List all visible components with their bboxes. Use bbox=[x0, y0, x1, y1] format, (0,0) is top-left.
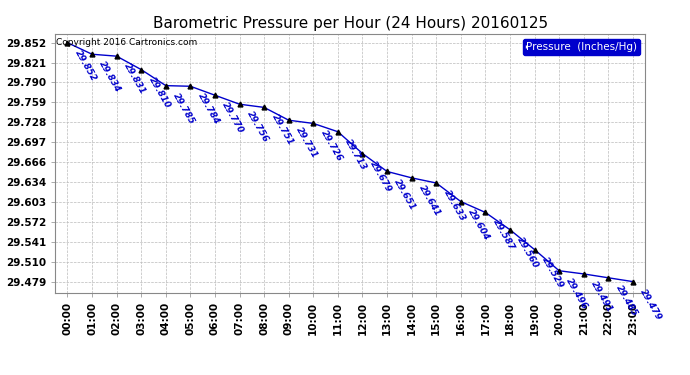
Text: 29.587: 29.587 bbox=[491, 218, 516, 252]
Text: 29.785: 29.785 bbox=[171, 91, 197, 126]
Text: 29.560: 29.560 bbox=[515, 235, 541, 270]
Text: 29.834: 29.834 bbox=[97, 60, 123, 94]
Text: 29.529: 29.529 bbox=[540, 255, 565, 290]
Text: 29.604: 29.604 bbox=[466, 207, 491, 242]
Text: 29.485: 29.485 bbox=[614, 284, 639, 318]
Text: 29.496: 29.496 bbox=[564, 276, 590, 311]
Text: 29.831: 29.831 bbox=[122, 62, 148, 96]
Text: 29.651: 29.651 bbox=[393, 177, 417, 212]
Text: 29.491: 29.491 bbox=[589, 279, 614, 314]
Text: 29.784: 29.784 bbox=[196, 92, 221, 126]
Text: 29.713: 29.713 bbox=[344, 137, 368, 172]
Text: Copyright 2016 Cartronics.com: Copyright 2016 Cartronics.com bbox=[56, 38, 197, 46]
Text: 29.852: 29.852 bbox=[73, 48, 98, 83]
Text: 29.726: 29.726 bbox=[319, 129, 344, 164]
Text: 29.770: 29.770 bbox=[221, 101, 246, 135]
Text: 29.751: 29.751 bbox=[270, 113, 295, 147]
Legend: Pressure  (Inches/Hg): Pressure (Inches/Hg) bbox=[523, 39, 640, 55]
Text: 29.641: 29.641 bbox=[417, 183, 442, 218]
Text: 29.731: 29.731 bbox=[294, 126, 319, 160]
Text: 29.679: 29.679 bbox=[368, 159, 393, 194]
Text: 29.633: 29.633 bbox=[442, 189, 467, 223]
Text: 29.479: 29.479 bbox=[638, 287, 664, 322]
Title: Barometric Pressure per Hour (24 Hours) 20160125: Barometric Pressure per Hour (24 Hours) … bbox=[152, 16, 548, 31]
Text: 29.810: 29.810 bbox=[147, 75, 172, 109]
Text: 29.756: 29.756 bbox=[245, 110, 270, 144]
